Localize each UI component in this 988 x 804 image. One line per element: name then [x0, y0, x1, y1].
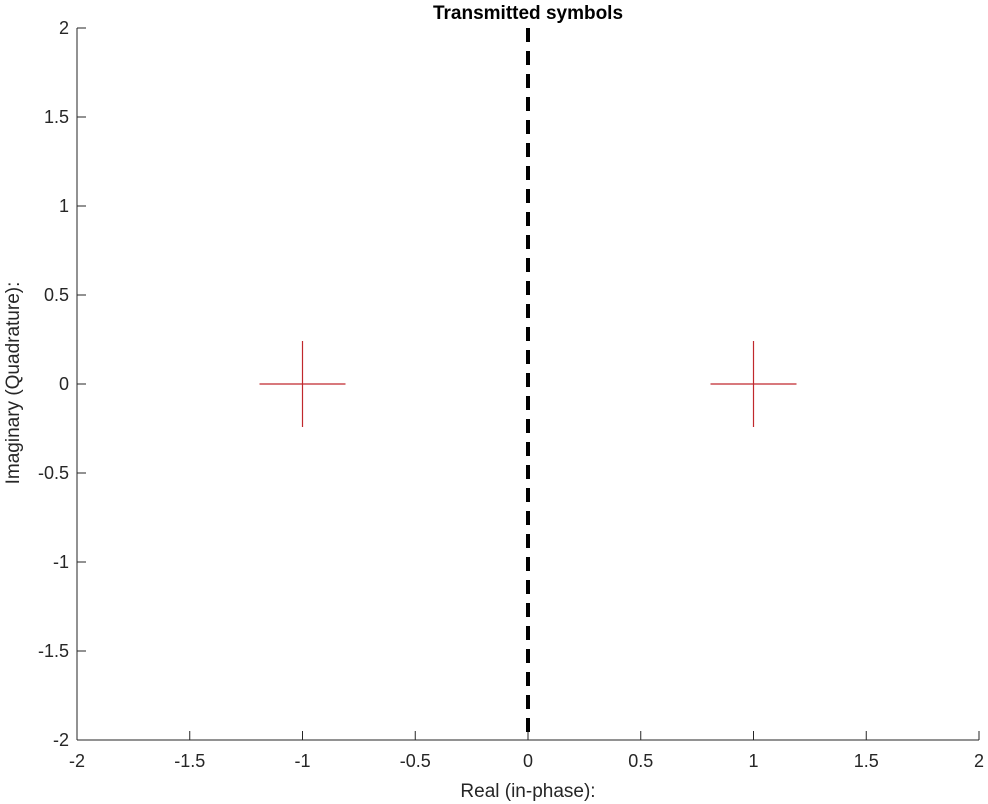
y-tick-label: 1 [59, 196, 69, 216]
y-tick-label: -2 [53, 730, 69, 750]
x-axis-label: Real (in-phase): [460, 781, 595, 802]
x-tick-label: -1 [294, 751, 310, 771]
chart-title: Transmitted symbols [433, 3, 623, 24]
y-tick-label: 0 [59, 374, 69, 394]
x-tick-label: 2 [974, 751, 984, 771]
x-tick-label: 1 [748, 751, 758, 771]
x-tick-label: -2 [69, 751, 85, 771]
y-axis-label: Imaginary (Quadrature): [3, 282, 24, 485]
x-tick-label: -0.5 [400, 751, 431, 771]
x-tick-label: 0 [523, 751, 533, 771]
y-tick-label: -0.5 [38, 463, 69, 483]
y-tick-label: 2 [59, 18, 69, 38]
data-point [710, 341, 797, 427]
x-tick-label: 1.5 [854, 751, 879, 771]
data-point [259, 341, 346, 427]
x-tick-label: -1.5 [174, 751, 205, 771]
y-tick-label: 0.5 [44, 285, 69, 305]
y-tick-label: -1.5 [38, 641, 69, 661]
y-ticks: -2 -1.5 -1 -0.5 0 0.5 1 1.5 2 [38, 18, 86, 750]
y-tick-label: -1 [53, 552, 69, 572]
y-tick-label: 1.5 [44, 107, 69, 127]
x-ticks: -2 -1.5 -1 -0.5 0 0.5 1 1.5 2 [69, 731, 984, 771]
x-tick-label: 0.5 [628, 751, 653, 771]
symbol-points [259, 341, 797, 427]
